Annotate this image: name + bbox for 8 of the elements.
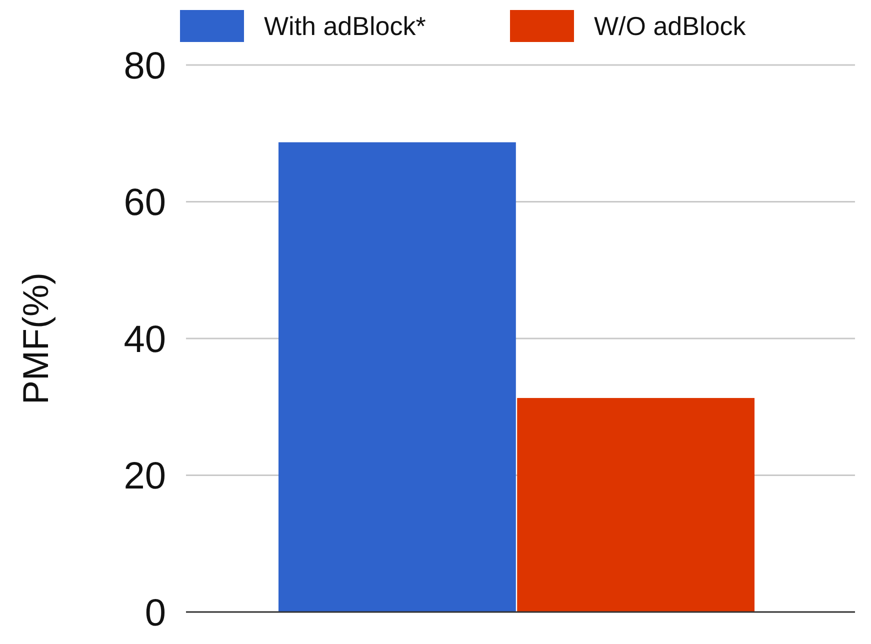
- y-tick-label: 80: [124, 45, 166, 88]
- y-tick-label: 60: [124, 182, 166, 224]
- y-tick-label: 0: [144, 592, 166, 634]
- y-tick-label: 40: [124, 318, 166, 361]
- legend-label: W/O adBlock: [594, 11, 747, 42]
- legend-label: With adBlock*: [264, 11, 426, 42]
- y-axis-title: PMF(%): [15, 272, 56, 404]
- y-tick-label: 20: [124, 456, 166, 498]
